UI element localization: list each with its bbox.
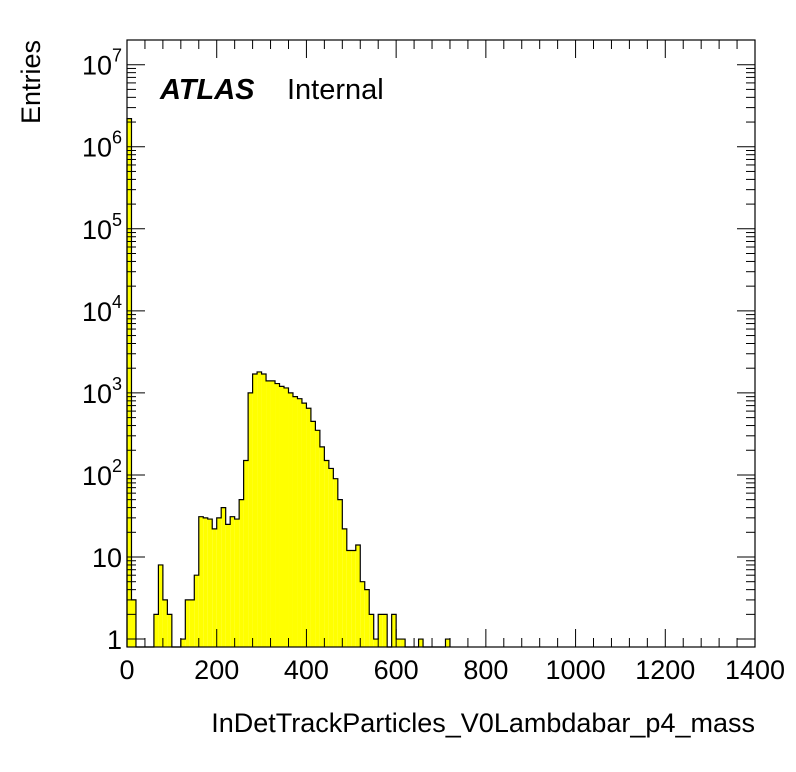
histogram-bar: [252, 373, 258, 647]
histogram-bar: [364, 589, 370, 647]
x-tick-label: 0: [119, 655, 134, 685]
y-axis-title: Entries: [16, 40, 46, 124]
histogram-bar: [266, 380, 271, 647]
histogram-bar: [324, 460, 329, 647]
axis-ticks: [126, 39, 756, 647]
y-tick-labels: 1 10 102 103 104 105 106 107: [82, 46, 122, 655]
histogram-bar: [230, 516, 235, 647]
y-tick-label: 105: [82, 210, 122, 245]
histogram-bar: [167, 614, 172, 647]
histogram-bar: [369, 614, 374, 647]
histogram-bar: [153, 614, 159, 647]
histogram-bar: [373, 639, 379, 647]
x-tick-label: 600: [374, 655, 419, 685]
histogram-bar: [207, 519, 213, 647]
x-tick-label: 1200: [635, 655, 695, 685]
histogram-bar: [400, 639, 406, 647]
histogram-bar: [243, 460, 249, 647]
histogram-bar: [257, 371, 262, 647]
y-tick-label: 103: [82, 374, 122, 409]
x-tick-label: 400: [284, 655, 329, 685]
histogram-bar: [360, 581, 365, 647]
histogram-outline-path: [126, 118, 451, 648]
y-tick-label: 107: [82, 46, 122, 81]
histogram-bar: [270, 380, 276, 647]
x-tick-label: 1400: [725, 655, 785, 685]
histogram-bar: [382, 614, 388, 647]
histogram-bar: [445, 639, 450, 647]
y-tick-label: 10: [92, 543, 122, 573]
x-tick-labels: 0 200 400 600 800 1000 1200 1400: [119, 655, 785, 685]
histogram-bar: [185, 599, 190, 647]
histogram-bar: [306, 408, 311, 647]
histogram-bar: [194, 575, 199, 647]
atlas-label: ATLAS: [159, 74, 255, 106]
histogram-bar: [418, 639, 424, 647]
histogram-bar: [203, 517, 208, 647]
y-tick-label: 1: [107, 625, 122, 655]
histogram-bar: [180, 639, 186, 647]
histogram-bar: [216, 517, 222, 647]
histogram-bar: [288, 392, 293, 647]
histogram-bar: [346, 550, 352, 647]
histogram-bar: [284, 387, 289, 647]
histogram-bar: [337, 499, 343, 647]
histogram-bar: [279, 386, 284, 647]
histogram-bar: [234, 519, 240, 647]
x-tick-label: 800: [463, 655, 508, 685]
histogram-bar: [315, 430, 320, 647]
y-tick-label: 106: [82, 128, 122, 163]
histogram-bar: [310, 421, 316, 647]
histogram-bar: [378, 614, 383, 647]
histogram-bar: [396, 639, 401, 647]
histogram-bar: [221, 507, 226, 647]
histogram-bar: [261, 373, 267, 647]
x-tick-label: 200: [194, 655, 239, 685]
histogram-bar: [301, 403, 307, 647]
histogram-bar: [333, 478, 338, 647]
histogram-bar: [297, 398, 302, 647]
histogram-bar: [225, 524, 231, 647]
histogram-bars: [127, 118, 450, 647]
histogram-bar: [162, 599, 168, 647]
histogram-bar: [355, 545, 361, 647]
histogram-bar: [127, 118, 132, 647]
histogram-bar: [319, 446, 325, 647]
histogram-bar: [131, 599, 136, 647]
histogram-bar: [351, 550, 356, 647]
histogram-bar: [248, 392, 253, 647]
internal-label: Internal: [287, 74, 384, 106]
x-tick-label: 1000: [546, 655, 606, 685]
histogram-bar: [198, 516, 204, 647]
x-axis-title: InDetTrackParticles_V0Lambdabar_p4_mass: [211, 708, 755, 738]
histogram-bar: [212, 528, 217, 647]
histogram-bar: [391, 614, 397, 647]
y-tick-label: 102: [82, 456, 122, 491]
histogram-bar: [328, 468, 334, 647]
histogram-bar: [189, 599, 195, 647]
histogram-bar: [158, 564, 163, 647]
histogram-outline: [126, 118, 451, 648]
histogram-bar: [239, 499, 244, 647]
histogram-bar: [342, 528, 347, 647]
y-tick-label: 104: [82, 292, 122, 327]
histogram-bar: [292, 396, 298, 647]
histogram-bar: [275, 383, 280, 647]
